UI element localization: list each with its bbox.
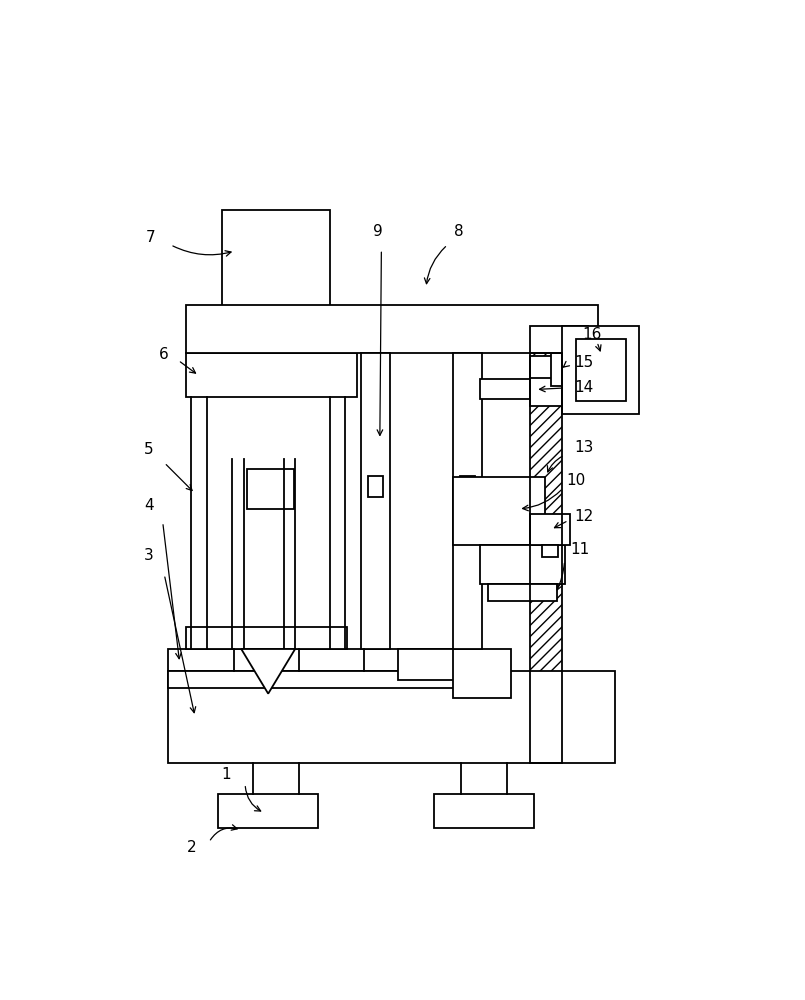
Bar: [218, 794, 318, 828]
Text: 2: 2: [187, 840, 196, 855]
Bar: [530, 372, 563, 406]
Text: 1: 1: [221, 767, 231, 782]
Bar: [361, 353, 390, 649]
Text: 9: 9: [374, 224, 383, 239]
Bar: [488, 584, 557, 601]
Bar: [247, 469, 294, 509]
Text: 11: 11: [571, 542, 589, 557]
Bar: [434, 794, 534, 828]
Bar: [530, 356, 580, 378]
Bar: [530, 353, 563, 763]
Bar: [563, 326, 639, 414]
Text: 5: 5: [144, 442, 154, 457]
Bar: [168, 649, 476, 671]
Bar: [186, 353, 357, 397]
Text: 16: 16: [582, 327, 601, 342]
Text: 8: 8: [453, 224, 463, 239]
Bar: [480, 545, 564, 584]
Text: 6: 6: [159, 347, 169, 362]
Text: 7: 7: [146, 230, 155, 245]
Text: 13: 13: [574, 440, 593, 455]
Bar: [186, 305, 598, 353]
Text: 4: 4: [144, 497, 154, 512]
Text: 15: 15: [574, 355, 593, 370]
Bar: [186, 627, 348, 649]
Bar: [542, 545, 559, 557]
Bar: [168, 671, 615, 763]
Bar: [480, 379, 530, 399]
Bar: [551, 353, 568, 386]
Text: 3: 3: [144, 548, 154, 563]
Bar: [168, 671, 476, 688]
Bar: [368, 476, 383, 497]
Bar: [453, 649, 510, 698]
Bar: [398, 649, 475, 680]
Text: 12: 12: [574, 509, 593, 524]
Bar: [576, 339, 626, 401]
Text: 14: 14: [574, 380, 593, 395]
Bar: [530, 326, 588, 353]
Bar: [460, 476, 475, 497]
Bar: [530, 353, 563, 763]
Bar: [453, 353, 482, 649]
Bar: [453, 477, 545, 545]
Bar: [530, 514, 570, 545]
Bar: [222, 210, 330, 353]
Polygon shape: [242, 649, 295, 694]
Text: 10: 10: [567, 473, 586, 488]
